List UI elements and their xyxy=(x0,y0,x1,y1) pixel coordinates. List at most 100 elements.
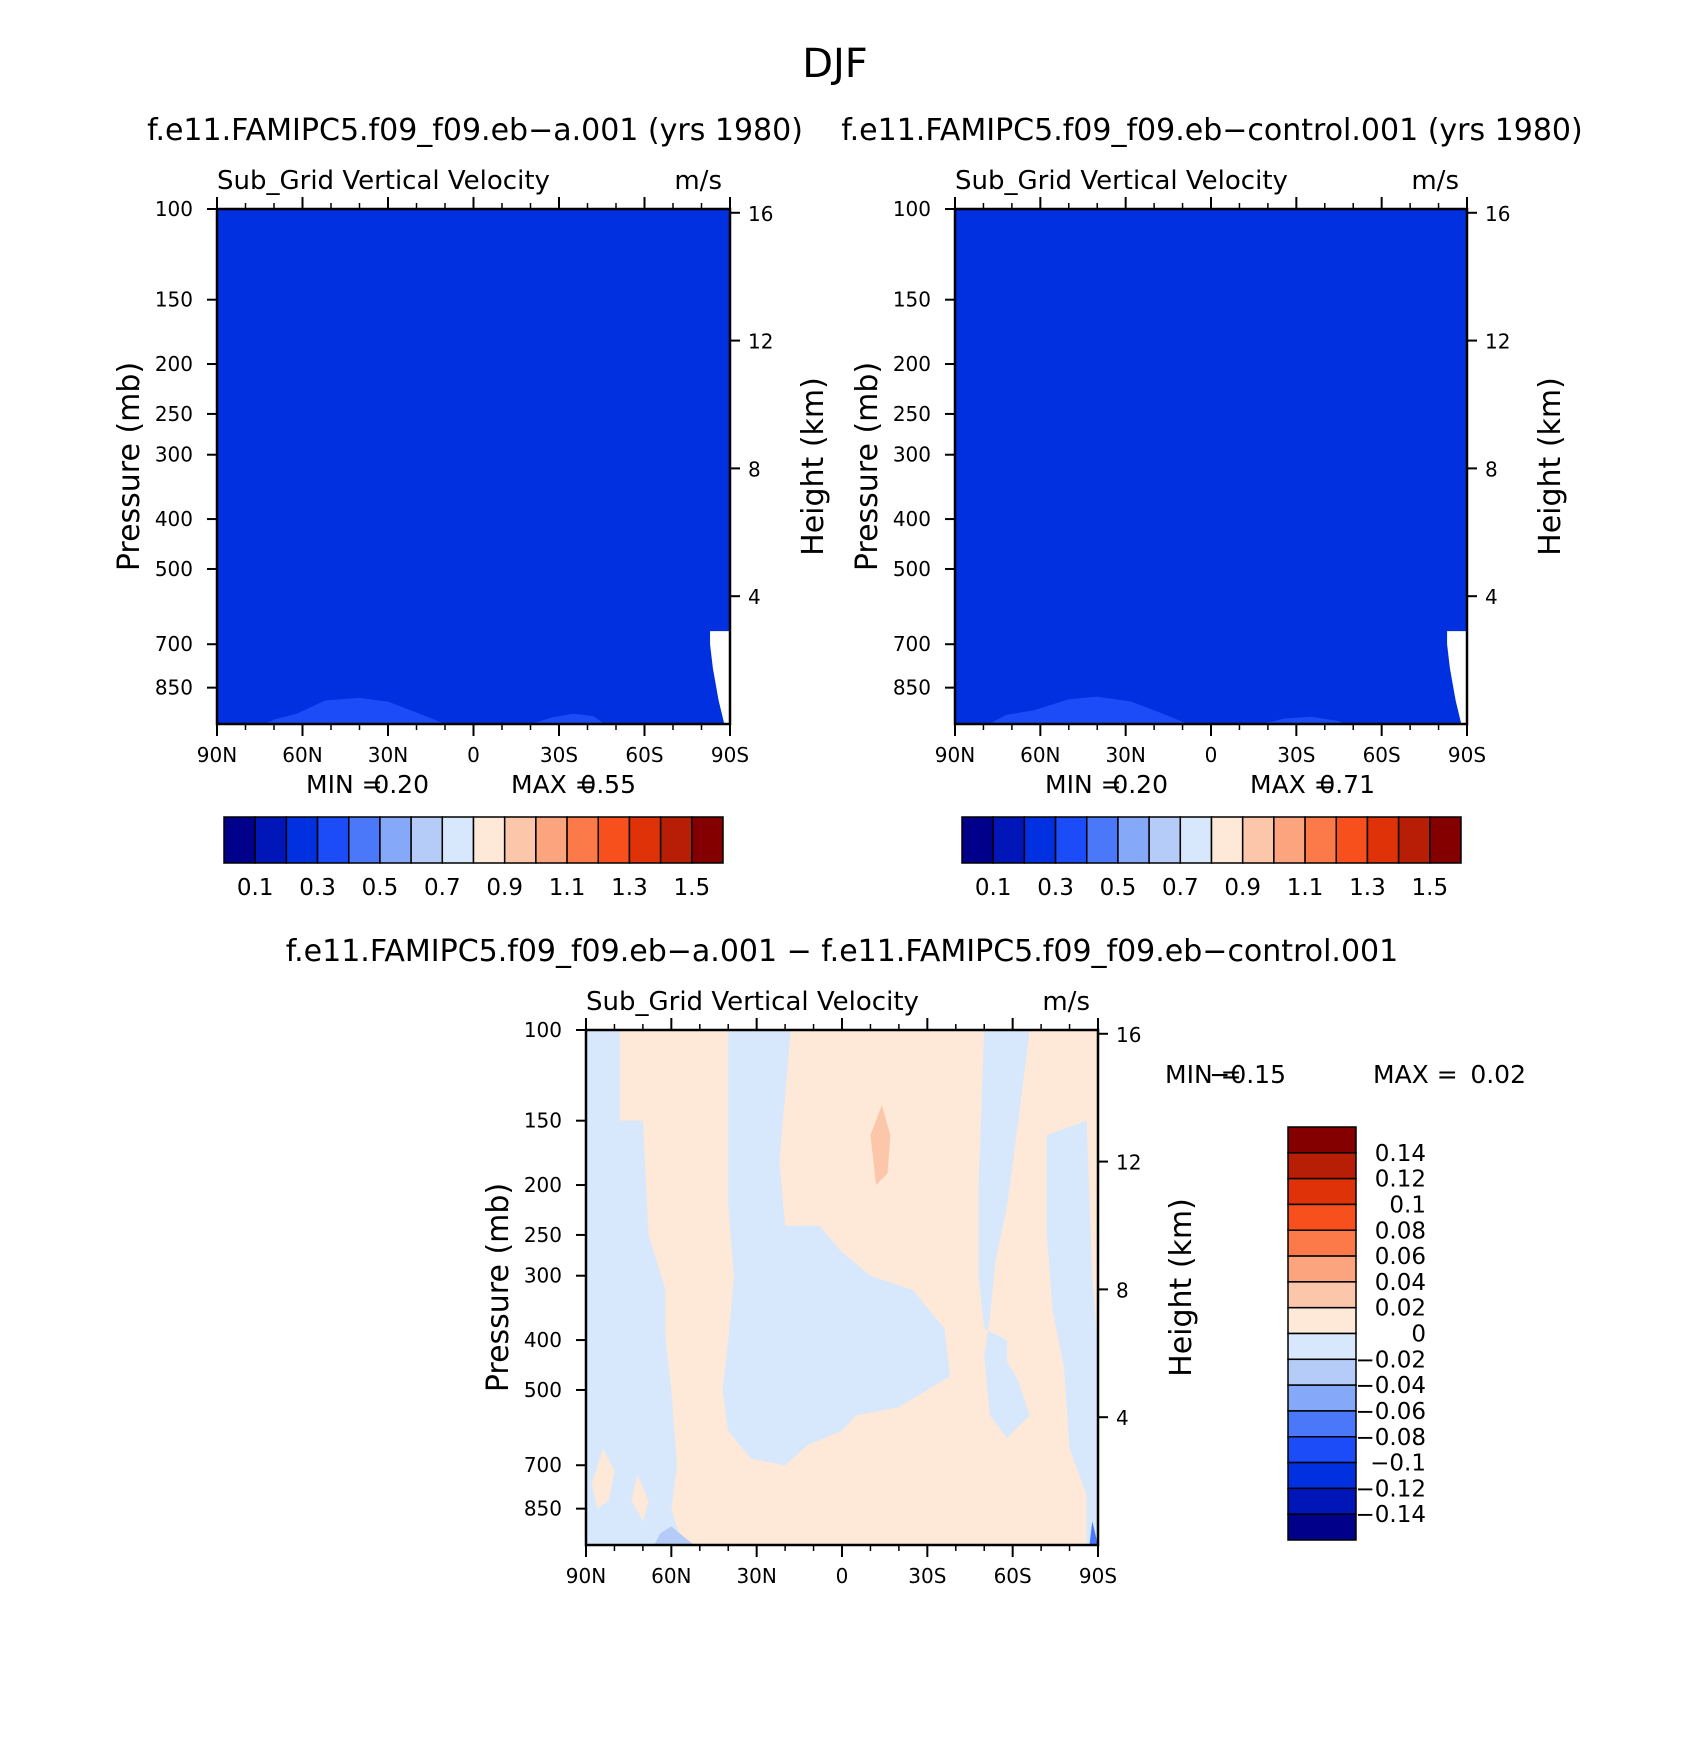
y2-axis-label: Height (km) xyxy=(1164,1198,1199,1377)
colorbar-label: 1.5 xyxy=(1412,875,1449,901)
colorbar-swatch xyxy=(1210,816,1244,864)
y-tick-label: 300 xyxy=(155,443,193,467)
colorbar-label: −0.04 xyxy=(1356,1373,1426,1399)
colorbar-swatch xyxy=(379,816,412,864)
x-tick-label: 0 xyxy=(1205,743,1218,767)
colorbar-swatch xyxy=(1287,1203,1357,1231)
colorbar-swatch xyxy=(1397,816,1431,864)
contour-region xyxy=(870,1105,891,1186)
y2-tick-label: 12 xyxy=(1485,330,1510,354)
field-fill xyxy=(955,209,1467,724)
contour-region xyxy=(679,1030,951,1466)
x-tick-label: 30S xyxy=(1277,743,1315,767)
variable-label: Sub_Grid Vertical Velocity xyxy=(955,166,1288,196)
y-tick-label: 850 xyxy=(524,1497,562,1521)
colorbar-label: 0.7 xyxy=(424,875,461,901)
y2-tick-label: 16 xyxy=(1116,1023,1141,1047)
colorbar-swatch xyxy=(472,816,506,864)
contour-region xyxy=(1046,1120,1098,1545)
max-label: MAX = xyxy=(1250,770,1335,799)
colorbar-swatch xyxy=(1366,816,1400,864)
x-tick-label: 60N xyxy=(1020,743,1060,767)
x-tick-label: 0 xyxy=(467,743,480,767)
colorbar-swatch xyxy=(441,816,475,864)
colorbar-swatch xyxy=(1287,1306,1357,1335)
field xyxy=(955,209,1467,724)
colorbar-swatch xyxy=(316,816,350,864)
variable-label: Sub_Grid Vertical Velocity xyxy=(586,987,919,1017)
colorbar-swatch xyxy=(503,816,537,864)
colorbar-swatch xyxy=(1054,816,1088,864)
contour-region xyxy=(1089,1521,1098,1545)
colorbar-label: −0.1 xyxy=(1370,1451,1426,1477)
colorbar-swatch xyxy=(1287,1281,1357,1309)
colorbar-label: 0.06 xyxy=(1375,1244,1426,1270)
units-label: m/s xyxy=(1042,987,1090,1017)
x-tick-label: 90N xyxy=(566,1564,606,1588)
min-label: MIN = xyxy=(1045,770,1122,799)
colorbar-swatch xyxy=(410,816,444,864)
contour-region xyxy=(989,696,1189,724)
colorbar-label: 0.9 xyxy=(486,875,523,901)
colorbar-swatch xyxy=(1117,816,1150,864)
y2-tick-label: 4 xyxy=(1116,1406,1129,1430)
colorbar-swatch xyxy=(1287,1461,1357,1490)
units-label: m/s xyxy=(674,166,722,196)
colorbar-swatch xyxy=(1335,816,1369,864)
colorbar-swatch xyxy=(659,816,693,864)
colorbar-swatch xyxy=(1304,816,1337,864)
y2-tick-label: 8 xyxy=(1485,457,1498,481)
colorbar-label: 0.3 xyxy=(299,875,336,901)
colorbar-label: 0.02 xyxy=(1375,1296,1426,1322)
colorbar-swatch xyxy=(1287,1436,1357,1464)
y2-tick-label: 8 xyxy=(748,457,761,481)
y-tick-label: 300 xyxy=(524,1264,562,1288)
panel-bottom: f.e11.FAMIPC5.f09_f09.eb−a.001 − f.e11.F… xyxy=(286,934,1526,1588)
colorbar-label: 0.5 xyxy=(1100,875,1137,901)
colorbar-label: 1.1 xyxy=(549,875,586,901)
y2-tick-label: 4 xyxy=(1485,585,1498,609)
y-tick-label: 850 xyxy=(893,676,931,700)
colorbar-label: 0.3 xyxy=(1037,875,1074,901)
contour-region xyxy=(530,713,605,724)
colorbar-swatch xyxy=(285,816,319,864)
y-tick-label: 700 xyxy=(155,632,193,656)
y2-tick-label: 4 xyxy=(748,585,761,609)
colorbar-swatch xyxy=(1287,1229,1357,1257)
contour-region xyxy=(631,1474,649,1522)
colorbar-swatch xyxy=(961,816,994,864)
contour-region xyxy=(1262,716,1348,724)
field xyxy=(217,209,730,724)
y-tick-label: 100 xyxy=(893,197,931,221)
colorbar-label: 0.1 xyxy=(237,875,274,901)
colorbar-label: 0.04 xyxy=(1375,1270,1426,1296)
masked-region xyxy=(710,631,730,724)
min-label: MIN = xyxy=(306,770,383,799)
x-tick-label: 60N xyxy=(282,743,322,767)
colorbar-label: 1.1 xyxy=(1287,875,1324,901)
colorbar-swatch xyxy=(1148,816,1182,864)
colorbar-swatch xyxy=(691,816,724,864)
colorbar-label: 0.1 xyxy=(1389,1192,1426,1218)
x-tick-label: 30N xyxy=(368,743,408,767)
y-tick-label: 300 xyxy=(893,443,931,467)
x-tick-label: 60S xyxy=(994,1564,1032,1588)
x-tick-label: 90S xyxy=(711,743,749,767)
colorbar-swatch xyxy=(1086,816,1119,864)
colorbar-label: 0.1 xyxy=(975,875,1012,901)
colorbar-swatch xyxy=(1287,1358,1357,1386)
contour-region xyxy=(591,1448,615,1509)
y-axis-label: Pressure (mb) xyxy=(112,362,147,571)
y-tick-label: 250 xyxy=(893,402,931,426)
colorbar-swatch xyxy=(597,816,631,864)
case-title: f.e11.FAMIPC5.f09_f09.eb−control.001 (yr… xyxy=(841,113,1582,148)
colorbar-swatch xyxy=(1287,1177,1357,1206)
max-label: MAX = xyxy=(1373,1060,1458,1089)
colorbar-label: 1.3 xyxy=(611,875,648,901)
colorbar-swatch xyxy=(1287,1487,1357,1515)
colorbar-swatch xyxy=(1023,816,1057,864)
min-value: −0.15 xyxy=(1209,1060,1286,1089)
y-tick-label: 150 xyxy=(893,288,931,312)
x-tick-label: 90S xyxy=(1079,1564,1117,1588)
y2-tick-label: 12 xyxy=(1116,1151,1141,1175)
